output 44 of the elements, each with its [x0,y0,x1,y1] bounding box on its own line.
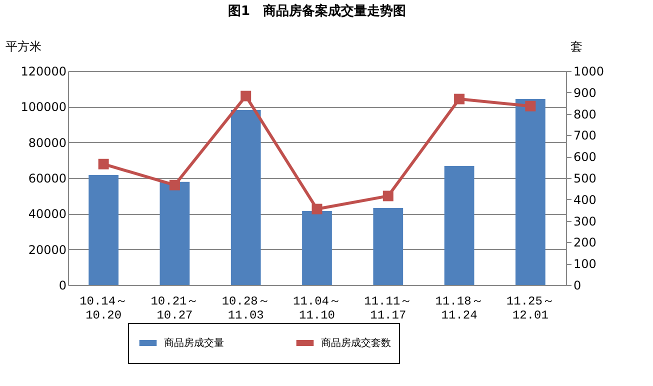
x-tick-label: 11.04～ 11.10 [292,294,342,322]
y-axis-title: 平方米 [6,40,42,54]
bar [373,208,404,285]
y2-axis-title: 套 [570,40,582,54]
bar [160,182,190,285]
y-tick-label: 80000 [28,136,66,150]
y2-tick-label: 1000 [574,64,604,78]
y-tick-label: 0 [58,278,66,292]
x-tick-label: 10.14～ 10.20 [80,294,128,322]
y-tick-label: 100000 [20,100,66,114]
bar [302,210,332,285]
legend-label: 商品房成交量 [164,337,224,349]
bar [515,99,546,285]
x-tick-label: 11.11～ 11.17 [364,294,412,322]
y2-tick-label: 600 [574,150,596,164]
y-tick-label: 120000 [20,64,66,78]
y2-tick-label: 300 [574,214,596,228]
y2-tick-label: 100 [574,257,596,272]
x-tick-label: 11.18～ 11.24 [435,294,484,322]
bar [88,174,119,285]
point [240,90,252,102]
x-tick-label: 10.28～ 11.03 [222,294,270,322]
y2-tick-label: 200 [574,236,596,250]
point [169,180,180,190]
y2-tick-label: 500 [574,172,596,186]
y-tick-label: 20000 [28,242,66,257]
x-tick-label: 10.21～ 10.27 [150,294,199,322]
point [312,204,322,214]
y-tick-label: 40000 [28,207,66,222]
y2-tick-label: 700 [574,128,596,143]
point [525,100,536,112]
bar [230,110,261,285]
x-tick-label: 11.25～ 12.01 [506,294,554,322]
y2-tick-label: 400 [574,192,596,207]
legend-label: 商品房成交套数 [321,337,391,349]
bar [444,166,474,285]
chart-title: 图1 商品房备案成交量走势图 [228,3,406,19]
point [98,158,109,170]
y-tick-label: 60000 [28,172,66,186]
y2-tick-label: 0 [574,278,582,292]
point [382,190,394,202]
point [454,94,465,104]
y2-tick-label: 800 [574,107,596,122]
y2-tick-label: 900 [574,86,596,100]
